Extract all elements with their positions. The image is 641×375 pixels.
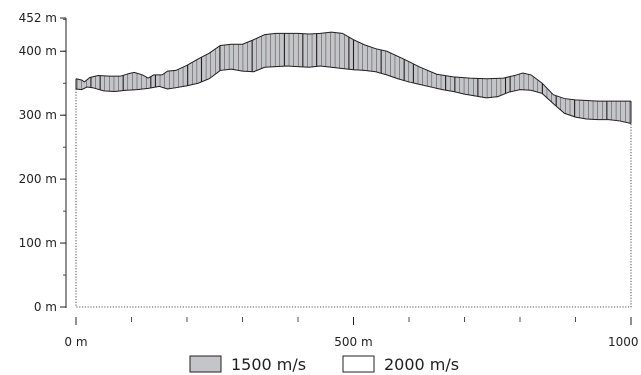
layer-hatching	[76, 32, 631, 124]
legend-swatch-1500ms	[189, 355, 222, 373]
y-tick-label: 100 m	[19, 236, 57, 250]
layer-top-line	[75, 31, 631, 102]
legend-label-2000ms: 2000 m/s	[384, 355, 459, 374]
layer-bottom-line	[75, 65, 632, 124]
y-tick-label: 400 m	[19, 44, 57, 58]
y-tick-label: 300 m	[19, 108, 57, 122]
y-axis: 0 m 100 m 200 m 300 m 400 m 452 m	[19, 11, 67, 314]
x-tick-label: 0 m	[64, 335, 87, 349]
y-tick-label: 452 m	[19, 11, 57, 25]
y-tick-label: 0 m	[34, 300, 57, 314]
series-2000ms-region	[75, 65, 632, 308]
y-tick-label: 200 m	[19, 172, 57, 186]
legend: 1500 m/s 2000 m/s	[189, 355, 459, 374]
x-axis: 0 m 500 m 1000 m	[64, 317, 641, 349]
legend-label-1500ms: 1500 m/s	[231, 355, 306, 374]
x-tick-label: 500 m	[334, 335, 372, 349]
x-tick-label: 1000 m	[608, 335, 641, 349]
legend-swatch-2000ms	[342, 355, 375, 373]
plot-area	[75, 31, 632, 308]
series-1500ms-layer	[76, 32, 631, 124]
